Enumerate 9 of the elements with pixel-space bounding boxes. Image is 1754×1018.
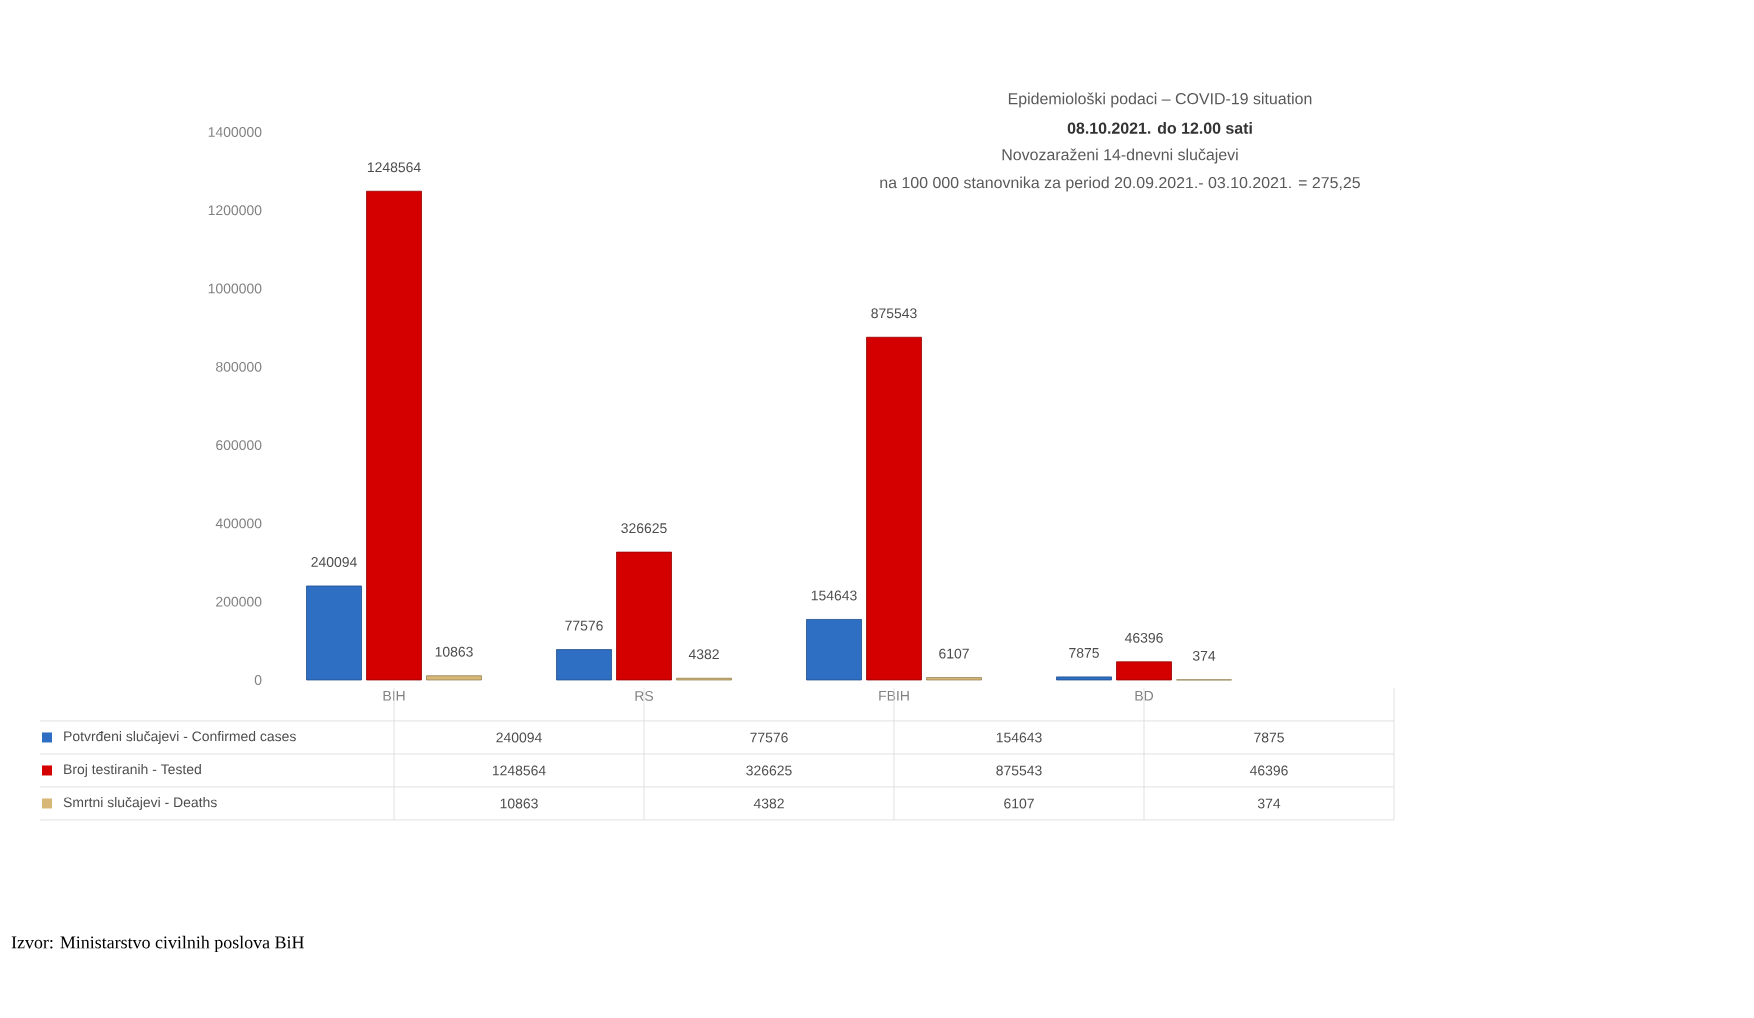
bar xyxy=(426,675,482,681)
bar xyxy=(1116,661,1172,681)
bar xyxy=(806,619,862,681)
bar xyxy=(366,190,422,681)
bar xyxy=(866,336,922,681)
bar xyxy=(306,585,362,681)
text: Izvor: Ministarstvo civilnih poslova BiH xyxy=(11,935,304,953)
bar xyxy=(556,649,612,681)
bar xyxy=(616,551,672,681)
